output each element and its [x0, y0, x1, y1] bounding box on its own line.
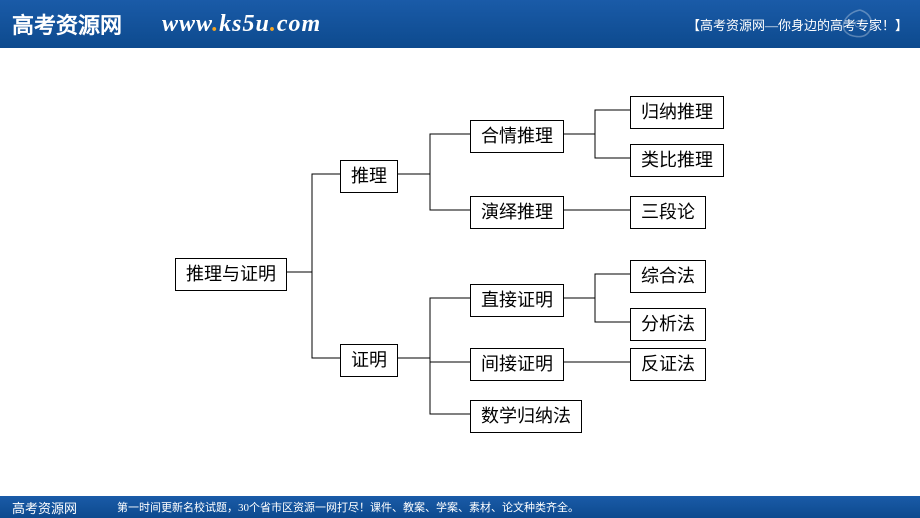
node-contradiction: 反证法: [630, 348, 706, 381]
connectors: [0, 48, 920, 496]
swirl-icon: [830, 0, 890, 48]
node-direct: 直接证明: [470, 284, 564, 317]
node-synthesis: 综合法: [630, 260, 706, 293]
node-analysis: 分析法: [630, 308, 706, 341]
node-reasoning: 推理: [340, 160, 398, 193]
header-bar: 高考资源网 www.ks5u.com 【高考资源网—你身边的高考专家！】: [0, 0, 920, 48]
node-deductive: 演绎推理: [470, 196, 564, 229]
site-url: www.ks5u.com: [162, 11, 687, 38]
node-analogy: 类比推理: [630, 144, 724, 177]
node-induction: 数学归纳法: [470, 400, 582, 433]
node-plausible: 合情推理: [470, 120, 564, 153]
node-proof: 证明: [340, 344, 398, 377]
footer-logo: 高考资源网: [12, 498, 77, 517]
node-root: 推理与证明: [175, 258, 287, 291]
footer-bar: 高考资源网 第一时间更新名校试题，30个省市区资源一网打尽！课件、教案、学案、素…: [0, 496, 920, 518]
node-syllogism: 三段论: [630, 196, 706, 229]
tree-diagram: 推理与证明 推理 证明 合情推理 演绎推理 直接证明 间接证明 数学归纳法 归纳…: [0, 48, 920, 496]
footer-text: 第一时间更新名校试题，30个省市区资源一网打尽！课件、教案、学案、素材、论文种类…: [117, 499, 579, 515]
node-indirect: 间接证明: [470, 348, 564, 381]
site-logo: 高考资源网: [12, 8, 122, 40]
node-inductive: 归纳推理: [630, 96, 724, 129]
